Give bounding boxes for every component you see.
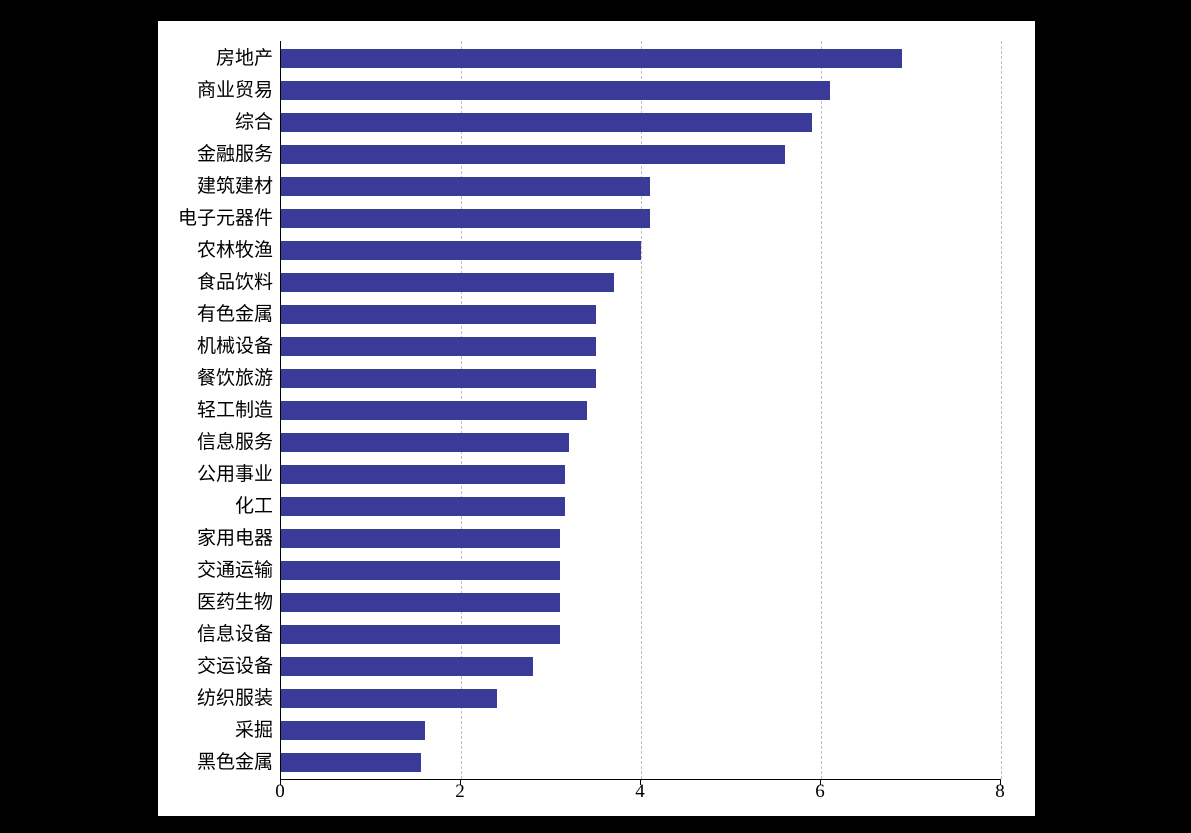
bar-row (281, 337, 596, 356)
bar (281, 337, 596, 356)
bar-row (281, 721, 425, 740)
bar (281, 81, 830, 100)
y-axis-label: 公用事业 (163, 465, 273, 484)
x-tick-label: 8 (995, 781, 1005, 803)
bar (281, 49, 902, 68)
gridline (821, 41, 822, 779)
y-axis-label: 金融服务 (163, 145, 273, 164)
bar (281, 209, 650, 228)
y-axis-label: 商业贸易 (163, 81, 273, 100)
bar-row (281, 273, 614, 292)
bar (281, 273, 614, 292)
bar-row (281, 401, 587, 420)
y-axis-label: 电子元器件 (163, 209, 273, 228)
y-axis-label: 化工 (163, 497, 273, 516)
y-axis-label: 机械设备 (163, 337, 273, 356)
y-axis-label: 采掘 (163, 721, 273, 740)
bar-row (281, 561, 560, 580)
bar-row (281, 177, 650, 196)
bar (281, 241, 641, 260)
y-axis-label: 信息设备 (163, 625, 273, 644)
bar-row (281, 465, 565, 484)
bar (281, 753, 421, 772)
bar (281, 305, 596, 324)
y-axis-label: 建筑建材 (163, 177, 273, 196)
bar-row (281, 433, 569, 452)
bar (281, 529, 560, 548)
bar (281, 497, 565, 516)
bar-row (281, 369, 596, 388)
plot-area (280, 41, 1001, 780)
x-tick-label: 2 (455, 781, 465, 803)
gridline (1001, 41, 1002, 779)
y-axis-label: 房地产 (163, 49, 273, 68)
x-tick-label: 0 (275, 781, 285, 803)
bar-row (281, 689, 497, 708)
y-axis-label: 医药生物 (163, 593, 273, 612)
chart-container: 0 2 4 6 8 房地产商业贸易综合金融服务建筑建材电子元器件农林牧渔食品饮料有色金属机… (158, 21, 1035, 816)
x-tick-label: 4 (635, 781, 645, 803)
y-axis-label: 家用电器 (163, 529, 273, 548)
bar-row (281, 497, 565, 516)
bar-row (281, 753, 421, 772)
bar (281, 177, 650, 196)
y-axis-label: 食品饮料 (163, 273, 273, 292)
y-axis-label: 交运设备 (163, 657, 273, 676)
bar (281, 113, 812, 132)
y-axis-label: 综合 (163, 113, 273, 132)
bar-row (281, 241, 641, 260)
bar-row (281, 529, 560, 548)
y-axis-label: 农林牧渔 (163, 241, 273, 260)
bar (281, 561, 560, 580)
bar (281, 721, 425, 740)
bar (281, 369, 596, 388)
y-axis-label: 纺织服装 (163, 689, 273, 708)
bar (281, 433, 569, 452)
x-tick-label: 6 (815, 781, 825, 803)
y-axis-label: 有色金属 (163, 305, 273, 324)
y-axis-label: 交通运输 (163, 561, 273, 580)
bar (281, 145, 785, 164)
bar (281, 689, 497, 708)
bar-row (281, 593, 560, 612)
y-axis-label: 黑色金属 (163, 753, 273, 772)
bar-row (281, 113, 812, 132)
bar-row (281, 49, 902, 68)
y-axis-label: 餐饮旅游 (163, 369, 273, 388)
bar (281, 657, 533, 676)
bar-row (281, 209, 650, 228)
y-axis-label: 信息服务 (163, 433, 273, 452)
bar-row (281, 145, 785, 164)
bar-row (281, 81, 830, 100)
bar (281, 593, 560, 612)
bar-row (281, 657, 533, 676)
bar (281, 625, 560, 644)
bar-row (281, 305, 596, 324)
bar (281, 401, 587, 420)
bar-row (281, 625, 560, 644)
bar (281, 465, 565, 484)
y-axis-label: 轻工制造 (163, 401, 273, 420)
